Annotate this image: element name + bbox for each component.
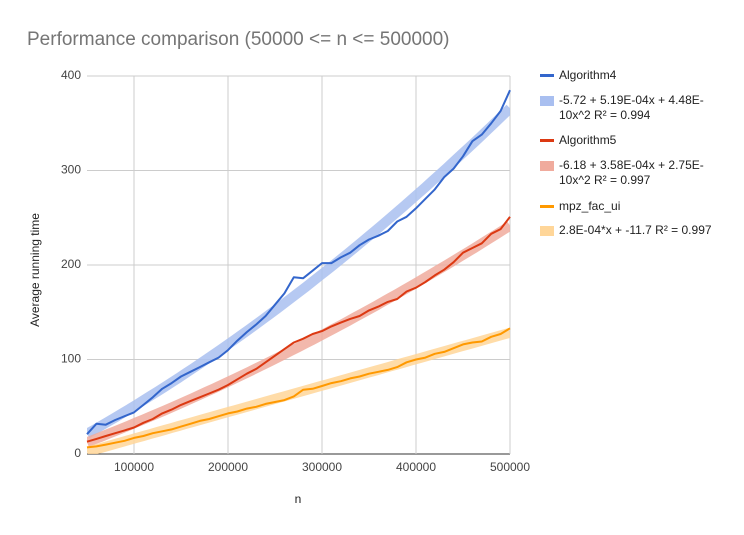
chart-title: Performance comparison (50000 <= n <= 50… xyxy=(27,29,450,50)
legend-swatch xyxy=(540,74,554,77)
x-tick-label: 100000 xyxy=(114,460,154,474)
series-line xyxy=(86,327,511,449)
y-tick-label: 100 xyxy=(61,352,81,366)
series-line xyxy=(86,216,511,443)
y-tick-label: 200 xyxy=(61,257,81,271)
trendline xyxy=(87,104,510,439)
legend-swatch xyxy=(540,161,554,171)
legend-label: 2.8E-04*x + -11.7 R² = 0.997 xyxy=(559,223,712,237)
series-line xyxy=(86,89,511,435)
y-tick-label: 300 xyxy=(61,163,81,177)
x-tick-label: 400000 xyxy=(396,460,436,474)
y-axis-label: Average running time xyxy=(28,213,42,327)
legend-label: mpz_fac_ui xyxy=(559,199,621,213)
legend-swatch xyxy=(540,96,554,106)
trendline xyxy=(87,221,510,447)
legend-swatch xyxy=(540,205,554,208)
y-tick-label: 400 xyxy=(61,68,81,82)
legend-label: -6.18 + 3.58E-04x + 2.75E-10x^2 R² = 0.9… xyxy=(559,158,704,187)
x-tick-label: 200000 xyxy=(208,460,248,474)
x-tick-label: 500000 xyxy=(490,460,530,474)
grid xyxy=(87,75,511,455)
legend-swatch xyxy=(540,226,554,236)
legend-label: Algorithm4 xyxy=(559,68,617,82)
y-tick-label: 0 xyxy=(74,446,81,460)
legend-label: Algorithm5 xyxy=(559,133,617,147)
legend-swatch xyxy=(540,139,554,142)
legend-label: -5.72 + 5.19E-04x + 4.48E-10x^2 R² = 0.9… xyxy=(559,93,704,122)
x-tick-label: 300000 xyxy=(302,460,342,474)
x-axis-label: n xyxy=(295,492,302,506)
